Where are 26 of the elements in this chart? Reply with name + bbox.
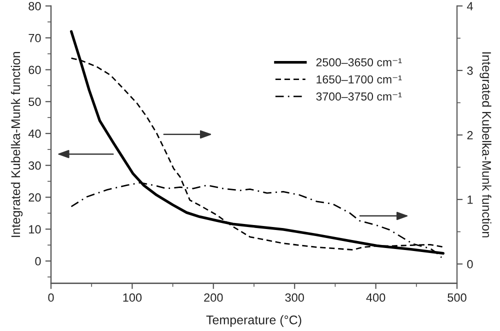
- x-tick-label: 0: [48, 293, 54, 302]
- x-axis-title: Temperature (°C): [206, 315, 302, 327]
- x-tick-label: 300: [285, 293, 304, 302]
- y-tick-label: 50: [28, 98, 41, 106]
- y2-tick-label: 0: [467, 260, 473, 268]
- x-tick-label: 200: [204, 293, 223, 302]
- legend-label: 3700–3750 cm⁻¹: [316, 92, 402, 101]
- y2-axis-title: Integrated Kubelka-Munk function: [480, 52, 492, 238]
- x-tick-label: 100: [123, 293, 142, 302]
- x-tick-label: 400: [366, 293, 386, 302]
- y-tick-label: 80: [28, 2, 41, 10]
- y-tick-label: 0: [35, 257, 41, 266]
- y-tick-label: 70: [28, 34, 41, 42]
- y-tick-label: 30: [28, 161, 41, 170]
- y2-tick-label: 3: [467, 66, 473, 75]
- y-axis-title: Integrated Kubelka-Munk function: [10, 52, 23, 237]
- legend-label: 2500–3650 cm⁻¹: [316, 58, 402, 66]
- y-tick-label: 20: [28, 193, 41, 202]
- y2-tick-label: 4: [466, 2, 473, 10]
- y-tick-label: 40: [28, 130, 41, 138]
- y2-tick-label: 2: [467, 131, 473, 140]
- legend-label: 1650–1700 cm⁻¹: [316, 75, 402, 84]
- y-tick-label: 10: [29, 225, 41, 234]
- y2-tick-label: 1: [468, 196, 473, 204]
- y-tick-label: 60: [28, 66, 41, 74]
- x-tick-label: 500: [448, 293, 466, 302]
